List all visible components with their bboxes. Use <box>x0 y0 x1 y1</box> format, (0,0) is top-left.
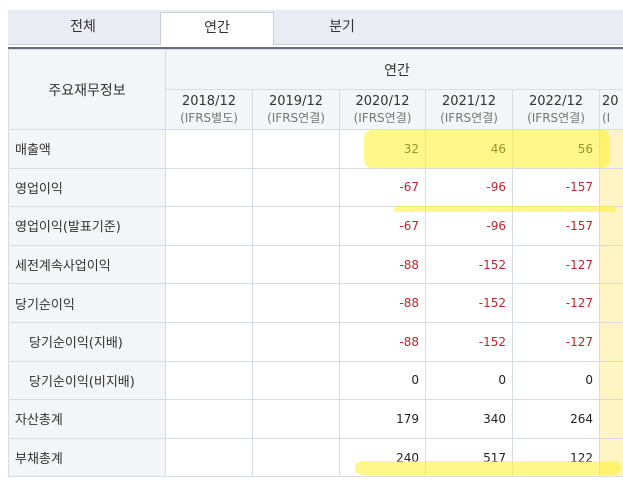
year-header: 2021/12 (IFRS연결) <box>425 89 513 130</box>
value-cell <box>165 244 253 285</box>
value-cell <box>598 360 623 401</box>
value-cell: -152 <box>425 283 513 323</box>
row-label: 세전계속사업이익 <box>8 244 166 285</box>
value-cell: -88 <box>339 244 426 285</box>
value-cell <box>598 167 623 208</box>
value-cell: -67 <box>339 206 426 246</box>
table-top-border <box>8 47 623 49</box>
value-cell: -88 <box>339 283 426 323</box>
value-cell: 0 <box>339 360 426 401</box>
highlight-mark <box>355 461 621 475</box>
value-cell: 0 <box>512 360 600 401</box>
value-cell <box>165 360 253 401</box>
row-label: 당기순이익(지배) <box>8 321 166 362</box>
tab-all[interactable]: 전체 <box>70 19 96 35</box>
highlight-mark <box>394 206 616 212</box>
value-cell <box>165 129 253 169</box>
value-cell: -157 <box>512 206 600 246</box>
value-cell <box>165 283 253 323</box>
financial-summary-table: 주요재무정보 연간 2018/12 (IFRS별도) 2019/12 (IFRS연결… <box>8 49 623 478</box>
table-row: 당기순이익(지배) -88 -152 -127 <box>8 321 623 362</box>
value-cell: 179 <box>339 399 426 439</box>
row-label: 영업이익(발표기준) <box>8 206 166 246</box>
row-label: 영업이익 <box>8 167 166 208</box>
table-row: 영업이익 -67 -96 -157 <box>8 167 623 208</box>
value-cell <box>252 399 340 439</box>
year-header: 2022/12 (IFRS연결) <box>512 89 600 130</box>
value-cell: -96 <box>425 206 513 246</box>
value-cell <box>598 321 623 362</box>
table-row: 자산총계 179 340 264 <box>8 399 623 439</box>
value-cell: -67 <box>339 167 426 208</box>
value-cell: -127 <box>512 283 600 323</box>
year-header: 20 (I <box>598 89 623 130</box>
table-row: 영업이익(발표기준) -67 -96 -157 <box>8 206 623 246</box>
value-cell: 264 <box>512 399 600 439</box>
year-header: 2020/12 (IFRS연결) <box>339 89 426 130</box>
table-row: 세전계속사업이익 -88 -152 -127 <box>8 244 623 285</box>
value-cell <box>165 321 253 362</box>
table-row: 당기순이익(비지배) 0 0 0 <box>8 360 623 401</box>
value-cell <box>252 437 340 478</box>
value-cell: -127 <box>512 321 600 362</box>
value-cell <box>598 399 623 439</box>
value-cell <box>252 129 340 169</box>
value-cell <box>165 206 253 246</box>
value-cell <box>252 206 340 246</box>
value-cell <box>165 167 253 208</box>
value-cell: -157 <box>512 167 600 208</box>
row-label: 부채총계 <box>8 437 166 478</box>
value-cell <box>252 283 340 323</box>
period-tab-bar: 전체 연간 분기 <box>8 10 623 46</box>
annual-group-header: 연간 <box>164 49 623 90</box>
value-cell: -96 <box>425 167 513 208</box>
value-cell <box>598 244 623 285</box>
value-cell: -88 <box>339 321 426 362</box>
value-cell <box>252 244 340 285</box>
value-cell <box>252 321 340 362</box>
value-cell: 340 <box>425 399 513 439</box>
value-cell: -152 <box>425 244 513 285</box>
value-cell: -127 <box>512 244 600 285</box>
tab-quarterly[interactable]: 분기 <box>329 19 355 35</box>
row-label: 매출액 <box>8 129 166 169</box>
value-cell <box>598 206 623 246</box>
value-cell <box>252 360 340 401</box>
year-header: 2018/12 (IFRS별도) <box>165 89 253 130</box>
value-cell: -152 <box>425 321 513 362</box>
value-cell <box>252 167 340 208</box>
year-header: 2019/12 (IFRS연결) <box>252 89 340 130</box>
row-label: 당기순이익(비지배) <box>8 360 166 401</box>
table-row: 당기순이익 -88 -152 -127 <box>8 283 623 323</box>
row-label: 당기순이익 <box>8 283 166 323</box>
value-cell <box>165 437 253 478</box>
value-cell <box>165 399 253 439</box>
row-label: 자산총계 <box>8 399 166 439</box>
value-cell <box>598 283 623 323</box>
highlight-mark <box>364 130 610 168</box>
tab-annual[interactable]: 연간 <box>160 12 274 46</box>
corner-header: 주요재무정보 <box>8 49 166 130</box>
value-cell: 0 <box>425 360 513 401</box>
